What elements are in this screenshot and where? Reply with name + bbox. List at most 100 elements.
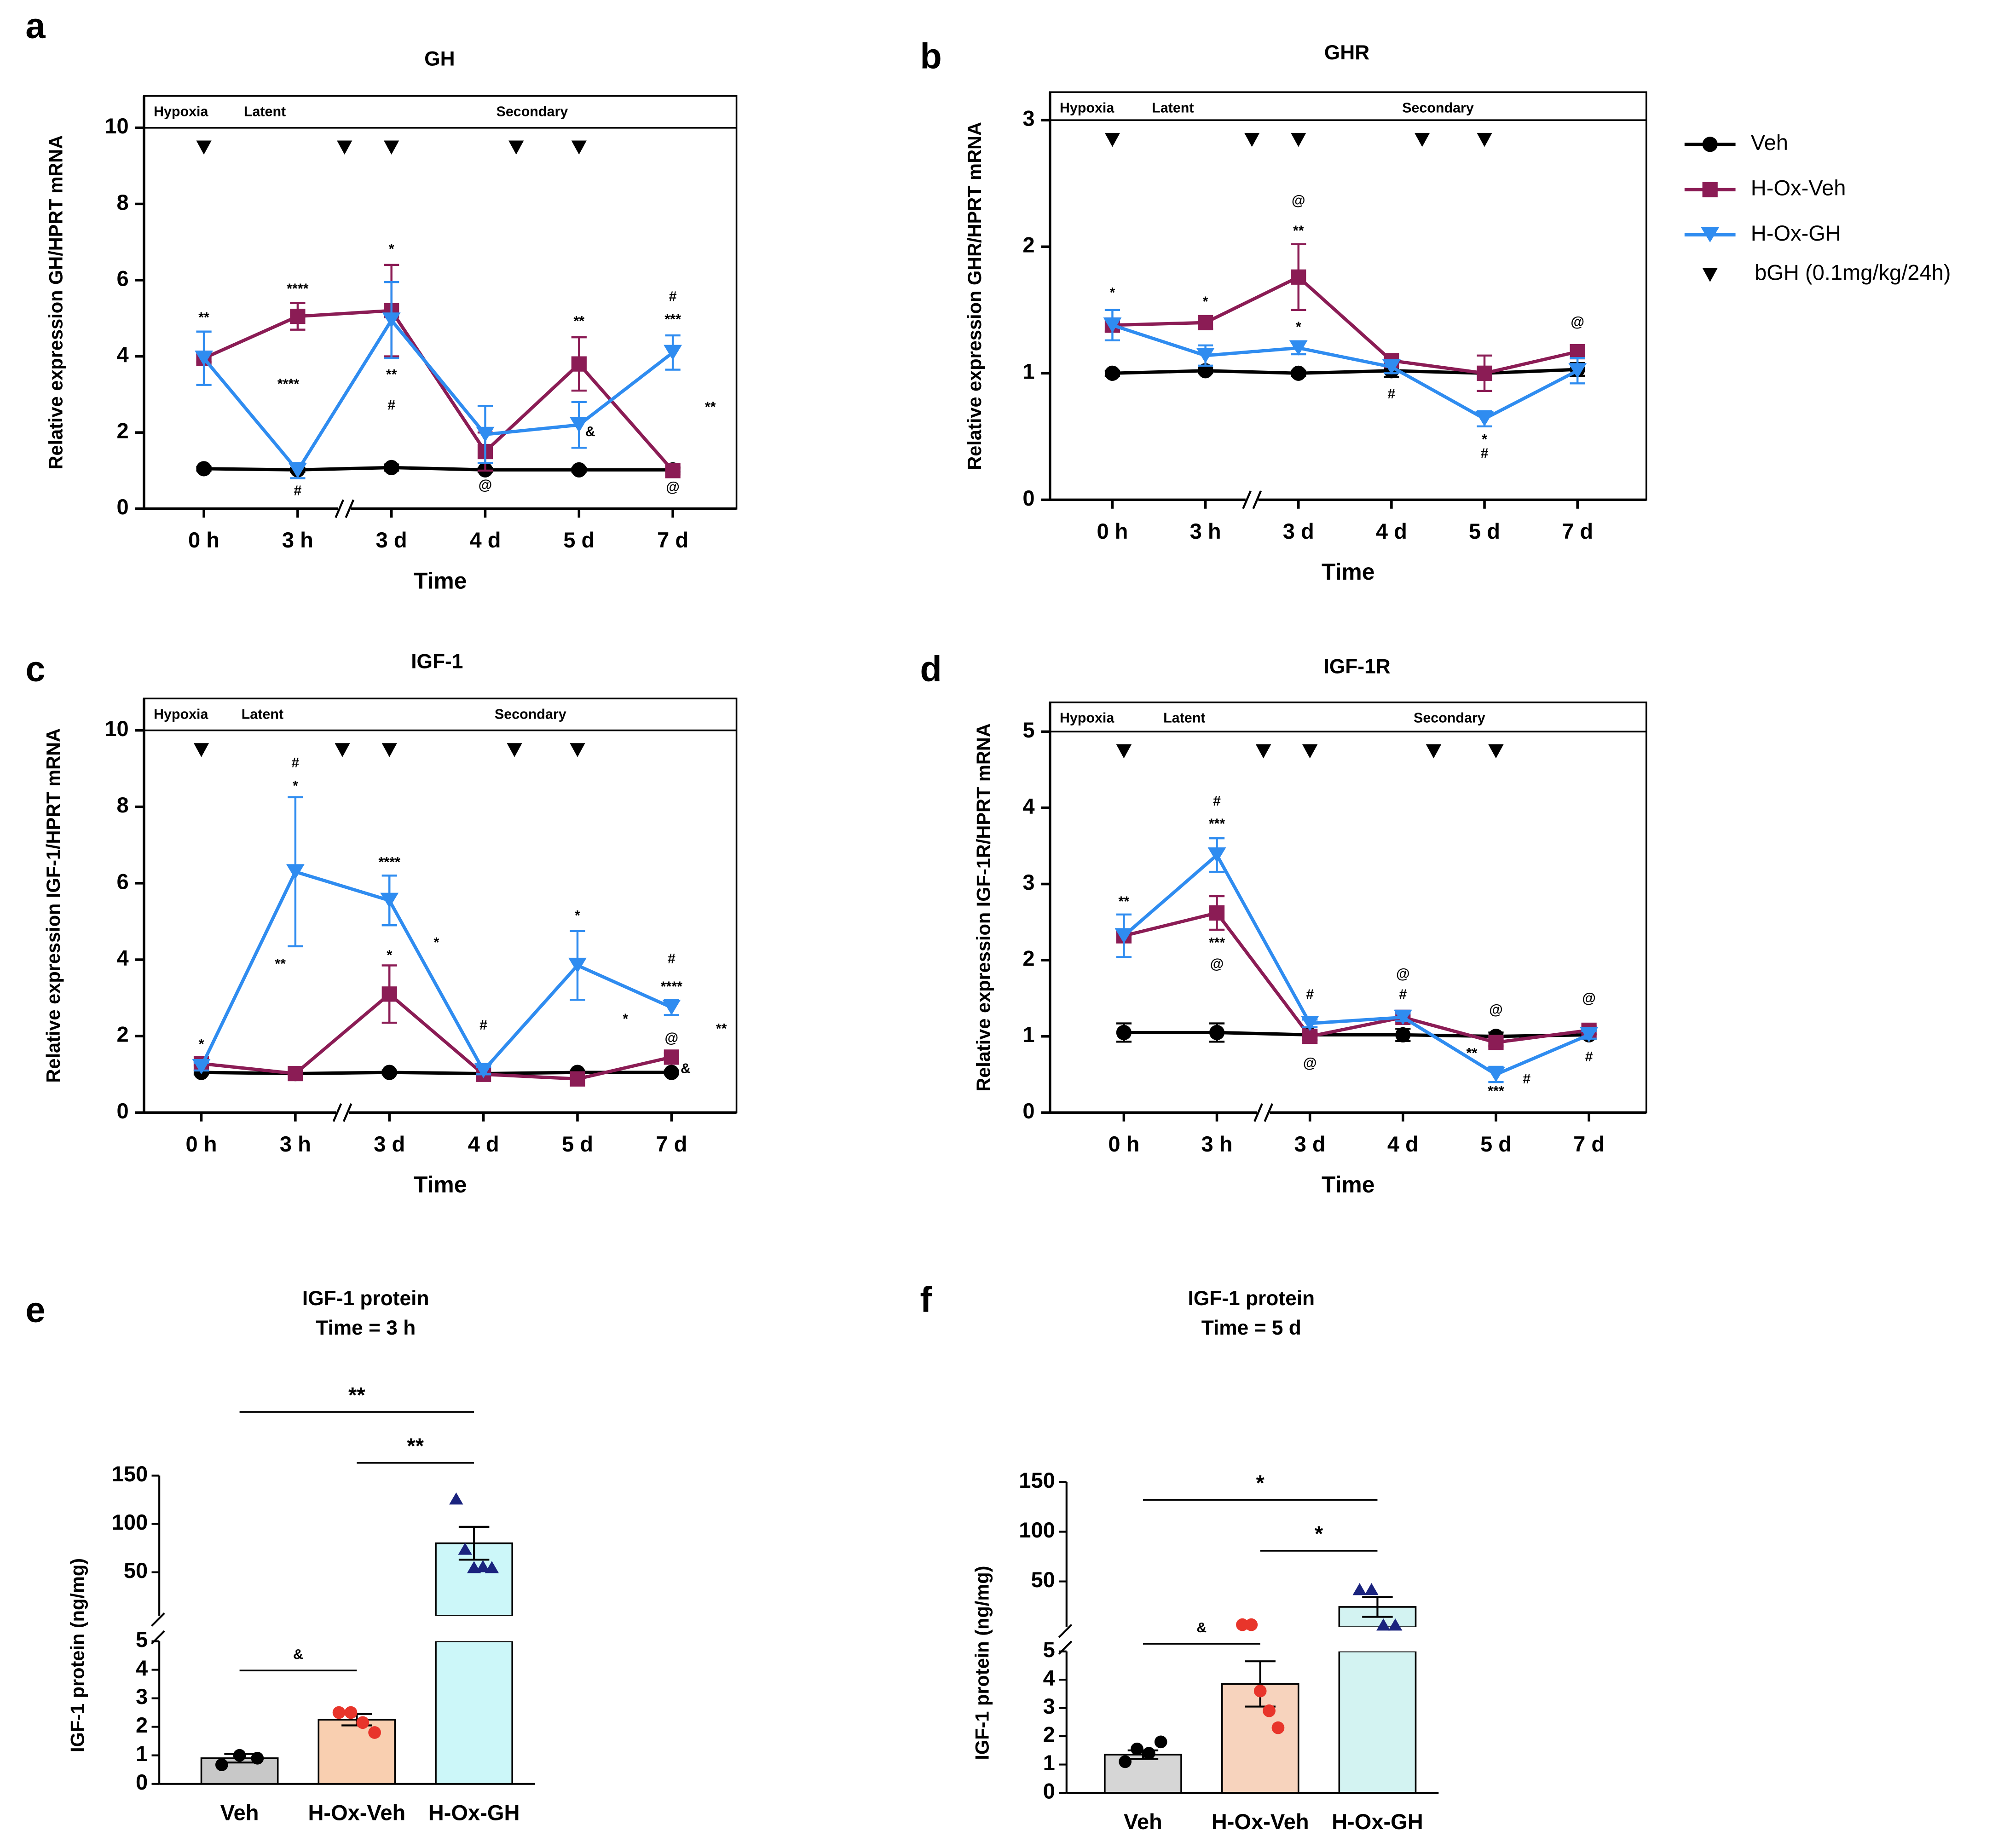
y-tick-label: 0 [1043, 1779, 1055, 1803]
annotation: @ [1396, 966, 1410, 982]
panel-letter: c [25, 650, 45, 689]
axis-break [1058, 1624, 1073, 1655]
marker [1580, 1027, 1599, 1043]
y-tick-label: 2 [1043, 1722, 1055, 1747]
chart-title: IGF-1 protein [302, 1287, 429, 1310]
marker [290, 309, 306, 324]
axis-break [335, 499, 355, 518]
annotation: # [479, 1017, 487, 1033]
dose-marker [1414, 132, 1430, 147]
y-tick-label: 10 [104, 716, 128, 741]
marker [1131, 1742, 1143, 1756]
x-tick-label: 5 d [562, 1132, 593, 1156]
marker [1207, 847, 1226, 863]
marker [1475, 411, 1494, 426]
marker [571, 462, 587, 478]
annotation: # [1399, 986, 1407, 1002]
marker [1263, 1704, 1276, 1717]
annotation: * [1482, 432, 1487, 447]
phase-label: Hypoxia [154, 706, 209, 722]
y-tick-label: 50 [1031, 1567, 1055, 1592]
marker [251, 1751, 264, 1765]
y-tick-label: 1 [136, 1741, 148, 1766]
y-tick-label: 1 [1022, 359, 1034, 384]
marker [1395, 1027, 1411, 1043]
phase-label: Hypoxia [154, 104, 209, 120]
phase-label: Secondary [497, 104, 568, 120]
annotation: * [199, 1036, 204, 1052]
annotation: * [387, 947, 392, 963]
panel: b GHR Hypoxia Latent Secondary 0 1 2 3 0 h 3 h 3 d 4… [920, 37, 1647, 585]
error-bar [458, 1526, 490, 1561]
y-tick-label: 1 [1022, 1022, 1034, 1047]
annotation: * [1296, 319, 1301, 334]
annotation: ** [705, 399, 716, 415]
axis-break [332, 1103, 352, 1122]
y-tick-label: 2 [1022, 233, 1034, 257]
annotation: @ [1582, 990, 1596, 1006]
y-axis-label: Relative expression IGF-1R/HPRT mRNA [973, 723, 994, 1092]
comparison-label: ** [348, 1382, 365, 1407]
marker [356, 1716, 370, 1729]
y-tick-label: 2 [1022, 946, 1034, 971]
annotation: * [575, 908, 580, 923]
marker [1302, 1029, 1318, 1044]
y-tick-label: 8 [116, 190, 128, 214]
series [196, 264, 681, 478]
legend: Veh H-Ox-Veh H-Ox-GH bGH (0.1mg/kg/24h) [1684, 130, 1951, 285]
annotation: & [585, 424, 595, 439]
panel-letter: e [25, 1290, 45, 1330]
dose-marker [1291, 132, 1306, 147]
x-tick-label: 4 d [469, 528, 501, 552]
series-line [1112, 323, 1578, 421]
bar [318, 1719, 396, 1785]
panel-letter: b [920, 37, 941, 76]
marker [570, 417, 589, 433]
phase-label: Secondary [1414, 710, 1485, 726]
marker [380, 892, 399, 908]
plot-frame [1049, 701, 1647, 1114]
marker [344, 1706, 358, 1719]
y-tick-label: 3 [1043, 1694, 1055, 1718]
annotation: # [387, 397, 395, 413]
y-tick-label: 8 [116, 793, 128, 817]
marker [381, 1065, 397, 1080]
axis-break [151, 1612, 165, 1645]
phase-label: Latent [1152, 100, 1194, 115]
y-tick-label: 1 [1043, 1750, 1055, 1775]
dose-marker [508, 140, 524, 155]
marker [1701, 227, 1720, 243]
dose-marker [507, 743, 522, 757]
x-tick-label: 3 h [1201, 1132, 1233, 1156]
plot-frame [143, 697, 738, 1114]
marker [1142, 1747, 1155, 1760]
marker [382, 312, 401, 328]
marker [1702, 137, 1718, 152]
bar [1104, 1754, 1182, 1794]
y-tick-label: 2 [116, 1022, 128, 1047]
series-line [1124, 1031, 1589, 1038]
annotation: @ [479, 477, 492, 493]
annotation: *** [664, 311, 681, 327]
series-line [1123, 852, 1590, 1077]
x-axis-label: Time [414, 568, 467, 594]
y-axis-label: Relative expression GHR/HPRT mRNA [964, 122, 985, 470]
axis-break [1242, 490, 1262, 509]
x-tick-label: H-Ox-Veh [1212, 1809, 1309, 1834]
annotation: ** [275, 956, 286, 972]
annotation: @ [666, 479, 680, 495]
series-line [1123, 911, 1589, 1044]
y-tick-label: 4 [1043, 1666, 1055, 1690]
x-tick-label: 4 d [468, 1132, 499, 1156]
annotation: **** [277, 376, 300, 392]
bar-break-gap [434, 1616, 514, 1641]
y-tick-label: 3 [1022, 870, 1034, 894]
series-line [1112, 368, 1578, 375]
marker [1289, 340, 1308, 356]
x-axis-label: Time [1322, 559, 1374, 585]
marker [1393, 1009, 1412, 1025]
annotation: *** [1209, 935, 1225, 950]
y-tick-label: 4 [136, 1656, 148, 1680]
chart-title: GHR [1324, 41, 1369, 64]
annotation: # [294, 483, 301, 499]
